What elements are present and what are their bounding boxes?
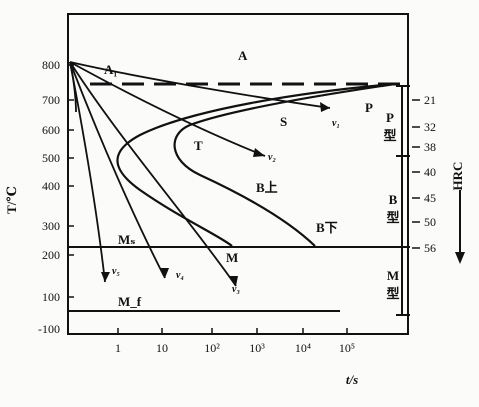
cooling-curve-fast [69, 61, 77, 113]
zone-m-sub: 型 [386, 286, 399, 301]
zone-b-sub: 型 [386, 210, 399, 225]
y-tick-800: 800 [42, 58, 60, 72]
label-v2: v₂ [268, 152, 276, 163]
label-a1: A₁ [104, 62, 117, 77]
label-mf: M_f [118, 294, 142, 309]
x-tick-100000: 10⁵ [339, 341, 355, 355]
label-troostite: T [194, 138, 203, 153]
cooling-curve-v3 [69, 61, 237, 287]
x-tick-100: 10² [204, 341, 220, 355]
x-axis-title: t/s [346, 372, 358, 387]
label-pearlite: P [365, 100, 373, 115]
y-tick-minus100: -100 [38, 322, 60, 336]
label-upper-bainite: B上 [256, 180, 278, 195]
cooling-curve-v4 [69, 61, 166, 279]
y-tick-400: 400 [42, 179, 60, 193]
hrc-45: 45 [424, 191, 436, 205]
hrc-axis-title: HRC [450, 162, 465, 191]
arrow-v2 [253, 148, 265, 157]
label-austenite: A [238, 48, 248, 63]
x-tick-1: 1 [115, 341, 121, 355]
zone-b-label: B [389, 192, 398, 207]
x-ticks [117, 328, 348, 334]
zone-p-label: P [386, 110, 394, 125]
label-v1: v₁ [332, 118, 340, 129]
y-tick-200: 200 [42, 248, 60, 262]
plot-frame [67, 13, 409, 335]
hrc-40: 40 [424, 165, 436, 179]
arrow-v4 [160, 268, 169, 278]
y-ticks [68, 64, 74, 298]
label-ms: Mₛ [118, 232, 135, 247]
label-v5: v₅ [112, 266, 120, 277]
hrc-32: 32 [424, 120, 436, 134]
y-axis-title: T/℃ [4, 186, 19, 214]
x-tick-10: 10 [156, 341, 168, 355]
label-lower-bainite: B下 [316, 220, 338, 235]
hrc-ticks [412, 99, 420, 249]
x-tick-10000: 10⁴ [295, 341, 311, 355]
label-sorbite: S [280, 114, 287, 129]
arrow-v3 [229, 276, 238, 286]
x-tick-1000: 10³ [249, 341, 265, 355]
y-tick-500: 500 [42, 151, 60, 165]
arrow-v5 [101, 272, 110, 282]
hrc-21: 21 [424, 93, 436, 107]
hrc-56: 56 [424, 241, 436, 255]
hrc-arrow-icon [455, 252, 465, 264]
zone-m-label: M [387, 268, 399, 283]
label-v4: v₄ [176, 270, 184, 281]
hrc-38: 38 [424, 140, 436, 154]
hrc-50: 50 [424, 215, 436, 229]
cooling-curve-v2 [69, 61, 266, 157]
transformation-finish-curve [173, 82, 396, 247]
label-v3: v₃ [232, 284, 240, 295]
transformation-start-curve [116, 82, 396, 247]
arrow-v1 [320, 102, 330, 112]
y-tick-100: 100 [42, 290, 60, 304]
zone-p-sub: 型 [383, 128, 396, 143]
label-martensite: M [226, 250, 238, 265]
cooling-curve-v1 [69, 61, 331, 109]
y-tick-300: 300 [42, 219, 60, 233]
y-tick-700: 700 [42, 93, 60, 107]
y-tick-600: 600 [42, 123, 60, 137]
